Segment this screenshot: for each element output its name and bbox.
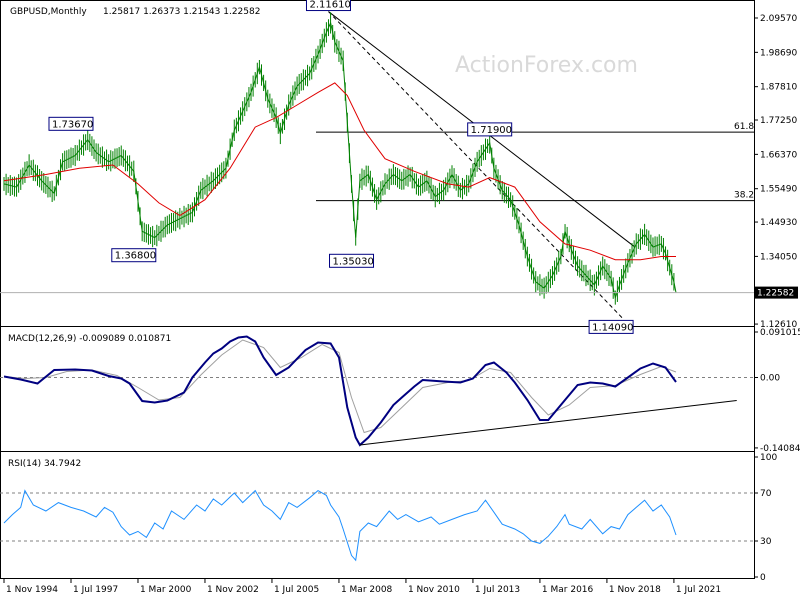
- annotation-box: [588, 319, 634, 334]
- fibonacci-levels: 61.8 38.2: [316, 122, 754, 202]
- annotation-box: [329, 253, 375, 268]
- price-tick-label: 1.66370: [760, 150, 797, 160]
- macd-series: [0, 335, 754, 447]
- annotation-box: [111, 248, 157, 263]
- macd-axis: 0.091015 0.00 -0.140843: [754, 328, 800, 454]
- time-tick-label: 1 Jul 2021: [676, 585, 721, 595]
- fib-label: 61.8: [734, 122, 754, 132]
- current-price: 1.22582: [0, 286, 798, 299]
- price-tick-label: 1.77250: [760, 116, 797, 126]
- current-price-box: [755, 286, 798, 299]
- chart-header-ohlc: 1.25817 1.26373 1.21543 1.22582: [103, 7, 260, 17]
- annotation-box: [48, 116, 94, 131]
- current-price-label: 1.22582: [757, 289, 794, 299]
- annotation-box: [305, 0, 351, 12]
- macd-trendline: [359, 400, 737, 446]
- time-tick-label: 1 Jul 2013: [475, 585, 520, 595]
- rsi-panel-frame: [0, 451, 755, 579]
- price-tick-label: 1.98690: [760, 48, 797, 58]
- price-tick-label: 1.55490: [760, 185, 797, 195]
- time-tick-label: 1 Mar 2016: [542, 585, 594, 595]
- time-tick-label: 1 Nov 2010: [408, 585, 460, 595]
- macd-tick-label: -0.140843: [760, 444, 800, 454]
- macd-panel-frame: [0, 326, 755, 452]
- chart-header-symbol: GBPUSD,Monthly: [10, 7, 87, 17]
- annotation-label: 2.11610: [309, 0, 350, 11]
- moving-average-line: [3, 82, 676, 261]
- price-tick-label: 1.12610: [760, 320, 797, 330]
- annotation-label: 1.35030: [333, 256, 374, 267]
- rsi-line: [3, 489, 677, 562]
- time-tick-label: 1 Jul 1997: [73, 585, 118, 595]
- price-tick-label: 1.44930: [760, 218, 797, 228]
- time-tick-label: 1 Nov 2018: [609, 585, 661, 595]
- price-tick-label: 1.87810: [760, 83, 797, 93]
- annotation-label: 1.73670: [52, 119, 93, 130]
- rsi-axis: 100 70 30 0: [754, 453, 777, 583]
- macd-title: MACD(12,26,9) -0.009089 0.010871: [8, 334, 171, 344]
- price-axis: 2.09570 1.98690 1.87810 1.77250 1.66370 1.554…: [754, 14, 797, 330]
- price-tick-label: 1.34050: [760, 252, 797, 262]
- rsi-tick-label: 30: [760, 537, 772, 547]
- watermark: ActionForex.com: [455, 53, 638, 78]
- annotation-label: 1.71900: [471, 125, 512, 136]
- time-tick-label: 1 Mar 2000: [140, 585, 192, 595]
- fib-label: 38.2: [734, 191, 754, 201]
- price-annotations: 2.11610 1.73670 1.36800 1.35030 1.71900 1.140…: [48, 0, 634, 334]
- macd-line: [3, 335, 677, 447]
- time-axis: 1 Nov 1994 1 Jul 1997 1 Mar 2000 1 Nov 2002…: [3, 578, 721, 595]
- price-tick-label: 2.09570: [760, 14, 797, 24]
- annotation-label: 1.14090: [592, 322, 633, 333]
- rsi-series: [0, 489, 754, 562]
- rsi-tick-label: 0: [760, 573, 766, 583]
- macd-tick-label: 0.091015: [760, 328, 800, 338]
- time-tick-label: 1 Mar 2008: [341, 585, 393, 595]
- rsi-title: RSI(14) 34.7942: [8, 459, 81, 469]
- annotation-box: [467, 122, 513, 137]
- macd-tick-label: 0.00: [760, 374, 780, 384]
- rsi-tick-label: 70: [760, 489, 772, 499]
- rsi-tick-label: 100: [760, 453, 777, 463]
- price-series: [3, 12, 677, 305]
- time-tick-label: 1 Nov 2002: [207, 585, 259, 595]
- time-tick-label: 1 Jul 2005: [274, 585, 319, 595]
- price-line: [3, 21, 677, 300]
- time-tick-label: 1 Nov 1994: [6, 585, 58, 595]
- macd-signal-line: [3, 339, 677, 434]
- annotation-label: 1.36800: [115, 251, 156, 262]
